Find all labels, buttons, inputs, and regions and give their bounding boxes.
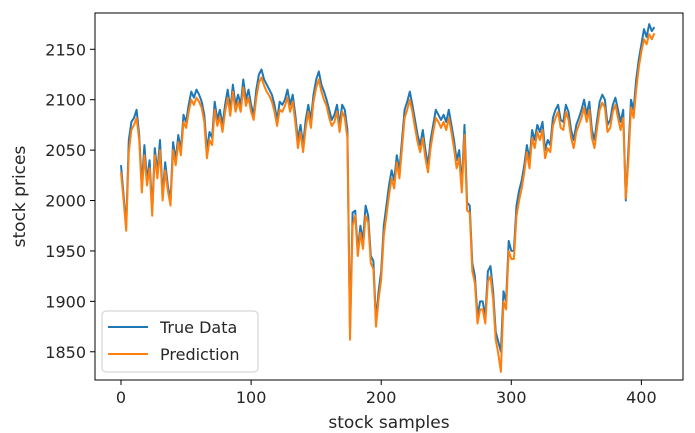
y-tick-label: 2000 <box>45 192 86 211</box>
y-axis-ticks: 1850 1900 1950 2000 2050 2100 2150 <box>45 40 95 362</box>
x-tick-label: 0 <box>116 388 126 407</box>
x-tick-label: 300 <box>496 388 527 407</box>
series-line-true-data <box>120 23 656 353</box>
legend-label-true-data: True Data <box>159 318 237 337</box>
y-tick-label: 1900 <box>45 292 86 311</box>
y-tick-label: 1950 <box>45 242 86 261</box>
y-tick-label: 2100 <box>45 91 86 110</box>
x-tick-label: 400 <box>626 388 657 407</box>
legend-label-prediction: Prediction <box>160 345 239 364</box>
y-axis-label: stock prices <box>10 146 30 248</box>
x-tick-label: 100 <box>236 388 267 407</box>
x-axis-ticks: 0 100 200 300 400 <box>116 380 657 407</box>
series-line-prediction <box>120 32 656 373</box>
x-tick-label: 200 <box>366 388 397 407</box>
plot-frame <box>94 12 684 381</box>
series-layer <box>120 23 656 373</box>
legend: True Data Prediction <box>101 310 259 373</box>
y-tick-label: 1850 <box>45 343 86 362</box>
y-tick-label: 2050 <box>45 141 86 160</box>
x-axis-label: stock samples <box>328 413 449 433</box>
y-tick-label: 2150 <box>45 40 86 59</box>
